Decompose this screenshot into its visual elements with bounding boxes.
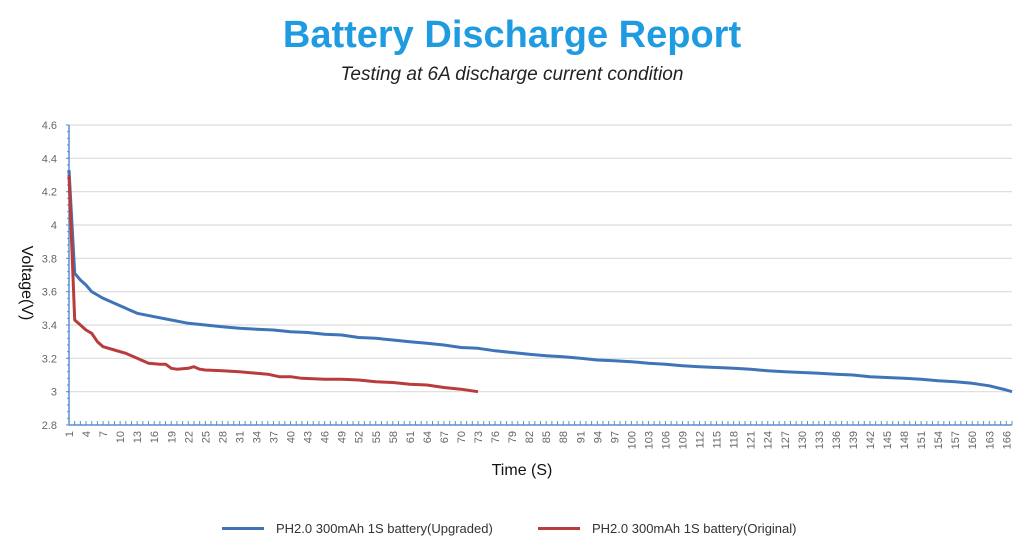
chart-subtitle: Testing at 6A discharge current conditio…	[340, 64, 684, 85]
x-tick-label: 28	[217, 431, 229, 443]
x-tick-label: 100	[626, 431, 638, 449]
x-tick-label: 19	[166, 431, 178, 443]
x-tick-label: 7	[98, 431, 110, 437]
x-tick-label: 88	[558, 431, 570, 443]
x-axis-label: Time (S)	[492, 462, 553, 479]
x-tick-label: 73	[473, 431, 485, 443]
x-tick-label: 58	[388, 431, 400, 443]
x-tick-label: 16	[149, 431, 161, 443]
x-tick-label: 136	[831, 431, 843, 449]
x-tick-label: 40	[286, 431, 298, 443]
x-tick-label: 145	[882, 431, 894, 449]
y-tick-label: 4	[51, 220, 57, 232]
x-tick-label: 61	[405, 431, 417, 443]
x-tick-label: 139	[848, 431, 860, 449]
legend-item-original: PH2.0 300mAh 1S battery(Original)	[538, 521, 796, 536]
x-tick-label: 103	[643, 431, 655, 449]
x-tick-label: 109	[678, 431, 690, 449]
y-tick-label: 3.2	[42, 353, 57, 365]
series-line-original	[67, 174, 479, 394]
y-tick-label: 3.8	[42, 253, 57, 265]
x-tick-label: 46	[320, 431, 332, 443]
x-tick-label: 34	[251, 431, 263, 443]
x-tick-label: 64	[422, 431, 434, 443]
x-tick-label: 97	[609, 431, 621, 443]
legend-item-upgraded: PH2.0 300mAh 1S battery(Upgraded)	[222, 521, 493, 536]
x-tick-label: 142	[865, 431, 877, 449]
x-tick-label: 154	[933, 431, 945, 449]
x-tick-label: 31	[234, 431, 246, 443]
x-tick-label: 91	[575, 431, 587, 443]
x-tick-label: 163	[984, 431, 996, 449]
y-tick-label: 3	[51, 387, 57, 399]
x-tick-label: 151	[916, 431, 928, 449]
x-tick-label: 43	[303, 431, 315, 443]
x-tick-label: 157	[950, 431, 962, 449]
x-tick-label: 1	[64, 431, 76, 437]
x-tick-label: 70	[456, 431, 468, 443]
x-tick-label: 85	[541, 431, 553, 443]
x-tick-label: 52	[354, 431, 366, 443]
x-tick-label: 127	[780, 431, 792, 449]
x-tick-label: 37	[269, 431, 281, 443]
x-tick-label: 13	[132, 431, 144, 443]
legend-swatch-original	[538, 527, 580, 530]
x-tick-label: 148	[899, 431, 911, 449]
x-tick-label: 118	[729, 431, 741, 449]
series-line-upgraded	[67, 169, 1013, 394]
x-tick-label: 82	[524, 431, 536, 443]
x-tick-label: 22	[183, 431, 195, 443]
x-tick-label: 106	[660, 431, 672, 449]
y-tick-label: 3.6	[42, 287, 57, 299]
x-tick-label: 130	[797, 431, 809, 449]
y-tick-label: 4.6	[42, 120, 57, 132]
x-tick-label: 4	[81, 431, 93, 437]
chart-title: Battery Discharge Report	[282, 14, 742, 56]
x-tick-label: 121	[746, 431, 758, 449]
y-tick-label: 4.4	[42, 153, 57, 165]
x-tick-label: 25	[200, 431, 212, 443]
x-tick-label: 133	[814, 431, 826, 449]
y-tick-label: 2.8	[42, 420, 57, 432]
x-tick-label: 160	[967, 431, 979, 449]
x-tick-label: 67	[439, 431, 451, 443]
x-tick-label: 10	[115, 431, 127, 443]
x-tick-label: 166	[1001, 431, 1013, 449]
x-tick-label: 79	[507, 431, 519, 443]
x-tick-label: 124	[763, 431, 775, 449]
x-tick-label: 49	[337, 431, 349, 443]
x-tick-label: 94	[592, 431, 604, 443]
y-tick-label: 4.2	[42, 187, 57, 199]
legend-label-upgraded: PH2.0 300mAh 1S battery(Upgraded)	[276, 521, 493, 536]
x-tick-label: 112	[695, 431, 707, 449]
x-tick-label: 115	[712, 431, 724, 449]
legend-label-original: PH2.0 300mAh 1S battery(Original)	[592, 521, 797, 536]
x-tick-label: 55	[371, 431, 383, 443]
y-axis-label: Voltage(V)	[18, 246, 35, 321]
y-tick-label: 3.4	[42, 320, 57, 332]
legend-swatch-upgraded	[222, 527, 264, 530]
x-tick-label: 76	[490, 431, 502, 443]
